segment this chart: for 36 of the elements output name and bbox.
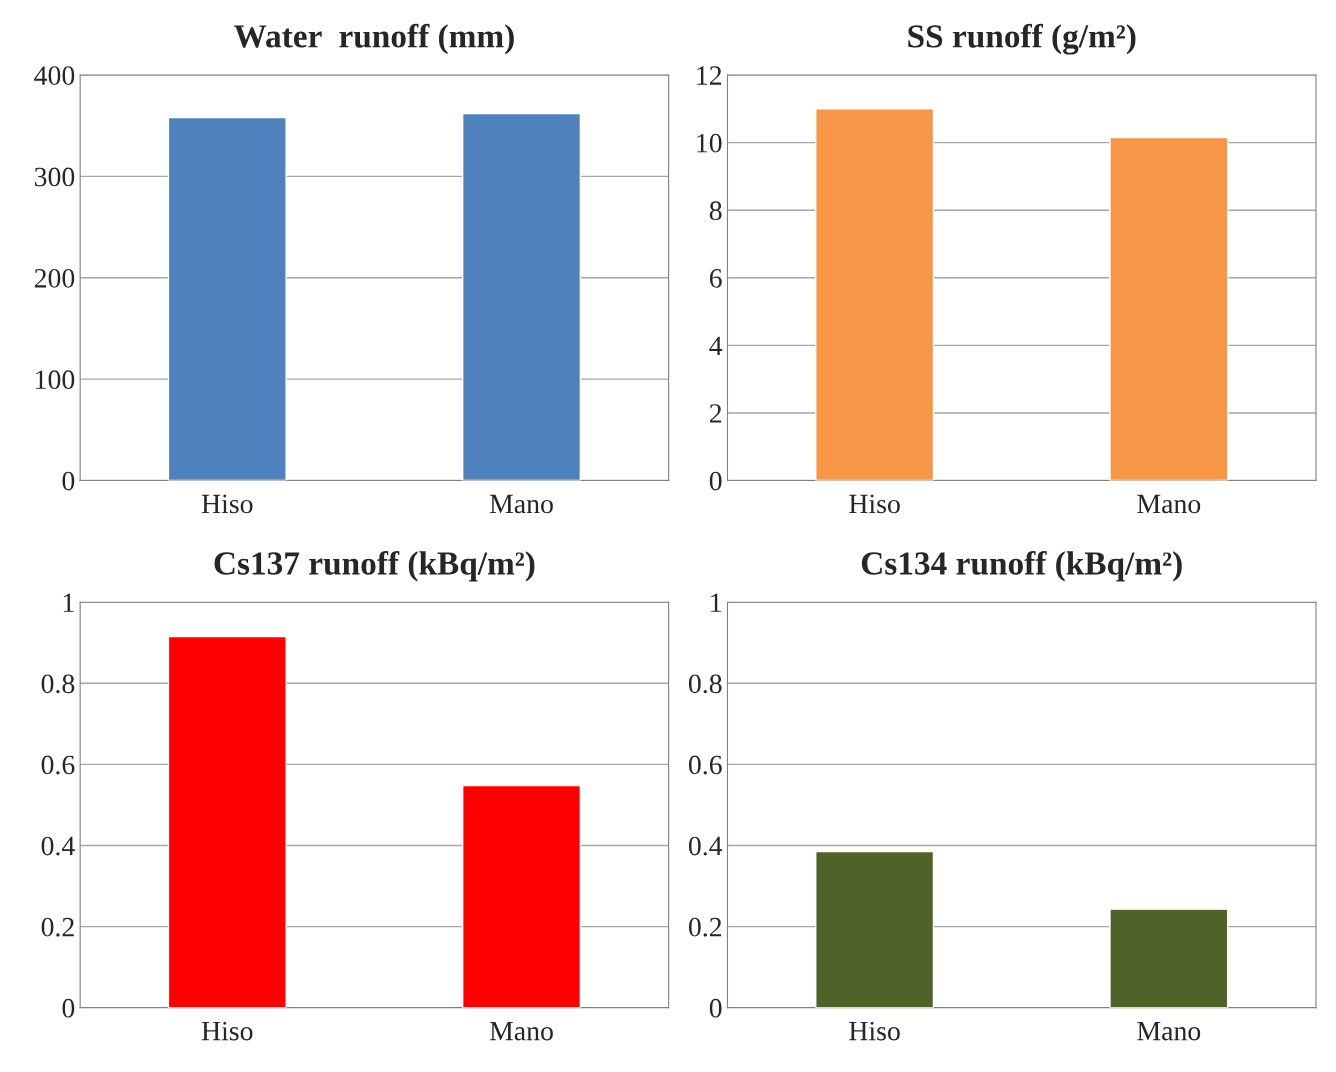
y-tick-label: 0.6 <box>41 755 75 775</box>
y-tick-label: 6 <box>709 269 722 288</box>
y-tick-label: 200 <box>34 268 75 288</box>
y-tick-label: 0 <box>709 998 722 1018</box>
y-tick-label: 0 <box>709 471 722 491</box>
y-tick-label: 2 <box>709 404 722 423</box>
x-tick-label: Hiso <box>201 1021 253 1041</box>
chart-title: Cs137 runoff (kBq/m²) <box>214 550 535 582</box>
x-tick-label: Mano <box>1137 494 1201 514</box>
y-tick-label: 0.6 <box>688 755 722 775</box>
y-tick-label: 0 <box>62 998 75 1018</box>
y-tick-label: 8 <box>709 201 722 221</box>
x-tick-label: Mano <box>489 1021 553 1041</box>
x-tick-label: Mano <box>489 494 553 514</box>
y-tick-label: 1 <box>711 593 721 612</box>
y-tick-label: 300 <box>34 167 75 187</box>
x-tick-label: Hiso <box>849 1021 900 1041</box>
x-tick-label: Hiso <box>849 494 900 514</box>
y-tick-label: 0.8 <box>688 674 722 694</box>
chart-title: Water runoff (mm) <box>234 23 514 55</box>
x-tick-label: Hiso <box>201 494 253 514</box>
y-tick-label: 0.2 <box>688 917 722 937</box>
y-tick-label: 4 <box>709 336 723 356</box>
x-tick-label: Mano <box>1137 1021 1201 1041</box>
y-tick-label: 1 <box>63 593 74 612</box>
y-tick-label: 0.4 <box>41 836 75 856</box>
y-tick-label: 0 <box>62 471 75 491</box>
y-tick-label: 0.2 <box>41 917 74 937</box>
chart-title: SS runoff (g/m²) <box>908 23 1136 55</box>
y-tick-label: 100 <box>36 370 75 390</box>
chart-title: Cs134 runoff (kBq/m²) <box>861 550 1182 582</box>
y-tick-label: 10 <box>697 133 722 153</box>
y-tick-label: 400 <box>34 66 75 85</box>
y-tick-label: 0.8 <box>41 674 75 694</box>
y-tick-label: 12 <box>697 66 722 85</box>
y-tick-label: 0.4 <box>688 836 723 856</box>
